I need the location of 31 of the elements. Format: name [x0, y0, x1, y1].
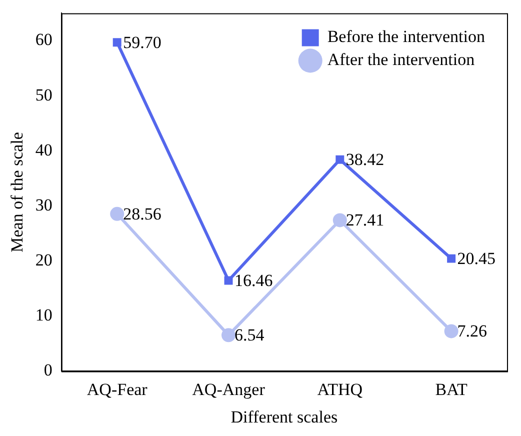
- x-tick-label: AQ-Anger: [192, 380, 266, 399]
- data-label: 38.42: [346, 150, 384, 170]
- point: [224, 276, 233, 285]
- x-tick-label: ATHQ: [317, 380, 363, 399]
- legend-label: After the intervention: [327, 50, 476, 70]
- legend-label: Before the intervention: [327, 27, 486, 46]
- data-label: 59.70: [123, 32, 162, 52]
- x-axis-title: Different scales: [230, 407, 338, 426]
- data-label: 28.56: [123, 204, 162, 224]
- point: [222, 328, 236, 342]
- point: [444, 324, 458, 338]
- x-tick-label: AQ-Fear: [86, 380, 148, 399]
- y-tick-label: 50: [35, 85, 52, 104]
- y-tick-label: 60: [35, 30, 52, 50]
- point: [112, 38, 122, 47]
- y-tick-label: 40: [35, 140, 52, 160]
- y-tick-label: 20: [35, 250, 52, 270]
- data-label: 6.54: [234, 326, 265, 345]
- y-axis-title: Mean of the scale: [8, 132, 27, 252]
- data-label: 20.45: [457, 249, 496, 268]
- data-label: 7.26: [457, 322, 488, 341]
- data-label: 16.46: [234, 271, 273, 290]
- y-tick-label: 0: [44, 360, 52, 380]
- point: [110, 206, 124, 221]
- y-tick-label: 30: [35, 195, 52, 214]
- point: [447, 254, 456, 263]
- point: [336, 155, 344, 164]
- data-label: 27.41: [346, 210, 384, 230]
- x-tick-label: BAT: [435, 380, 468, 399]
- y-tick-label: 10: [35, 306, 52, 325]
- point: [332, 213, 347, 228]
